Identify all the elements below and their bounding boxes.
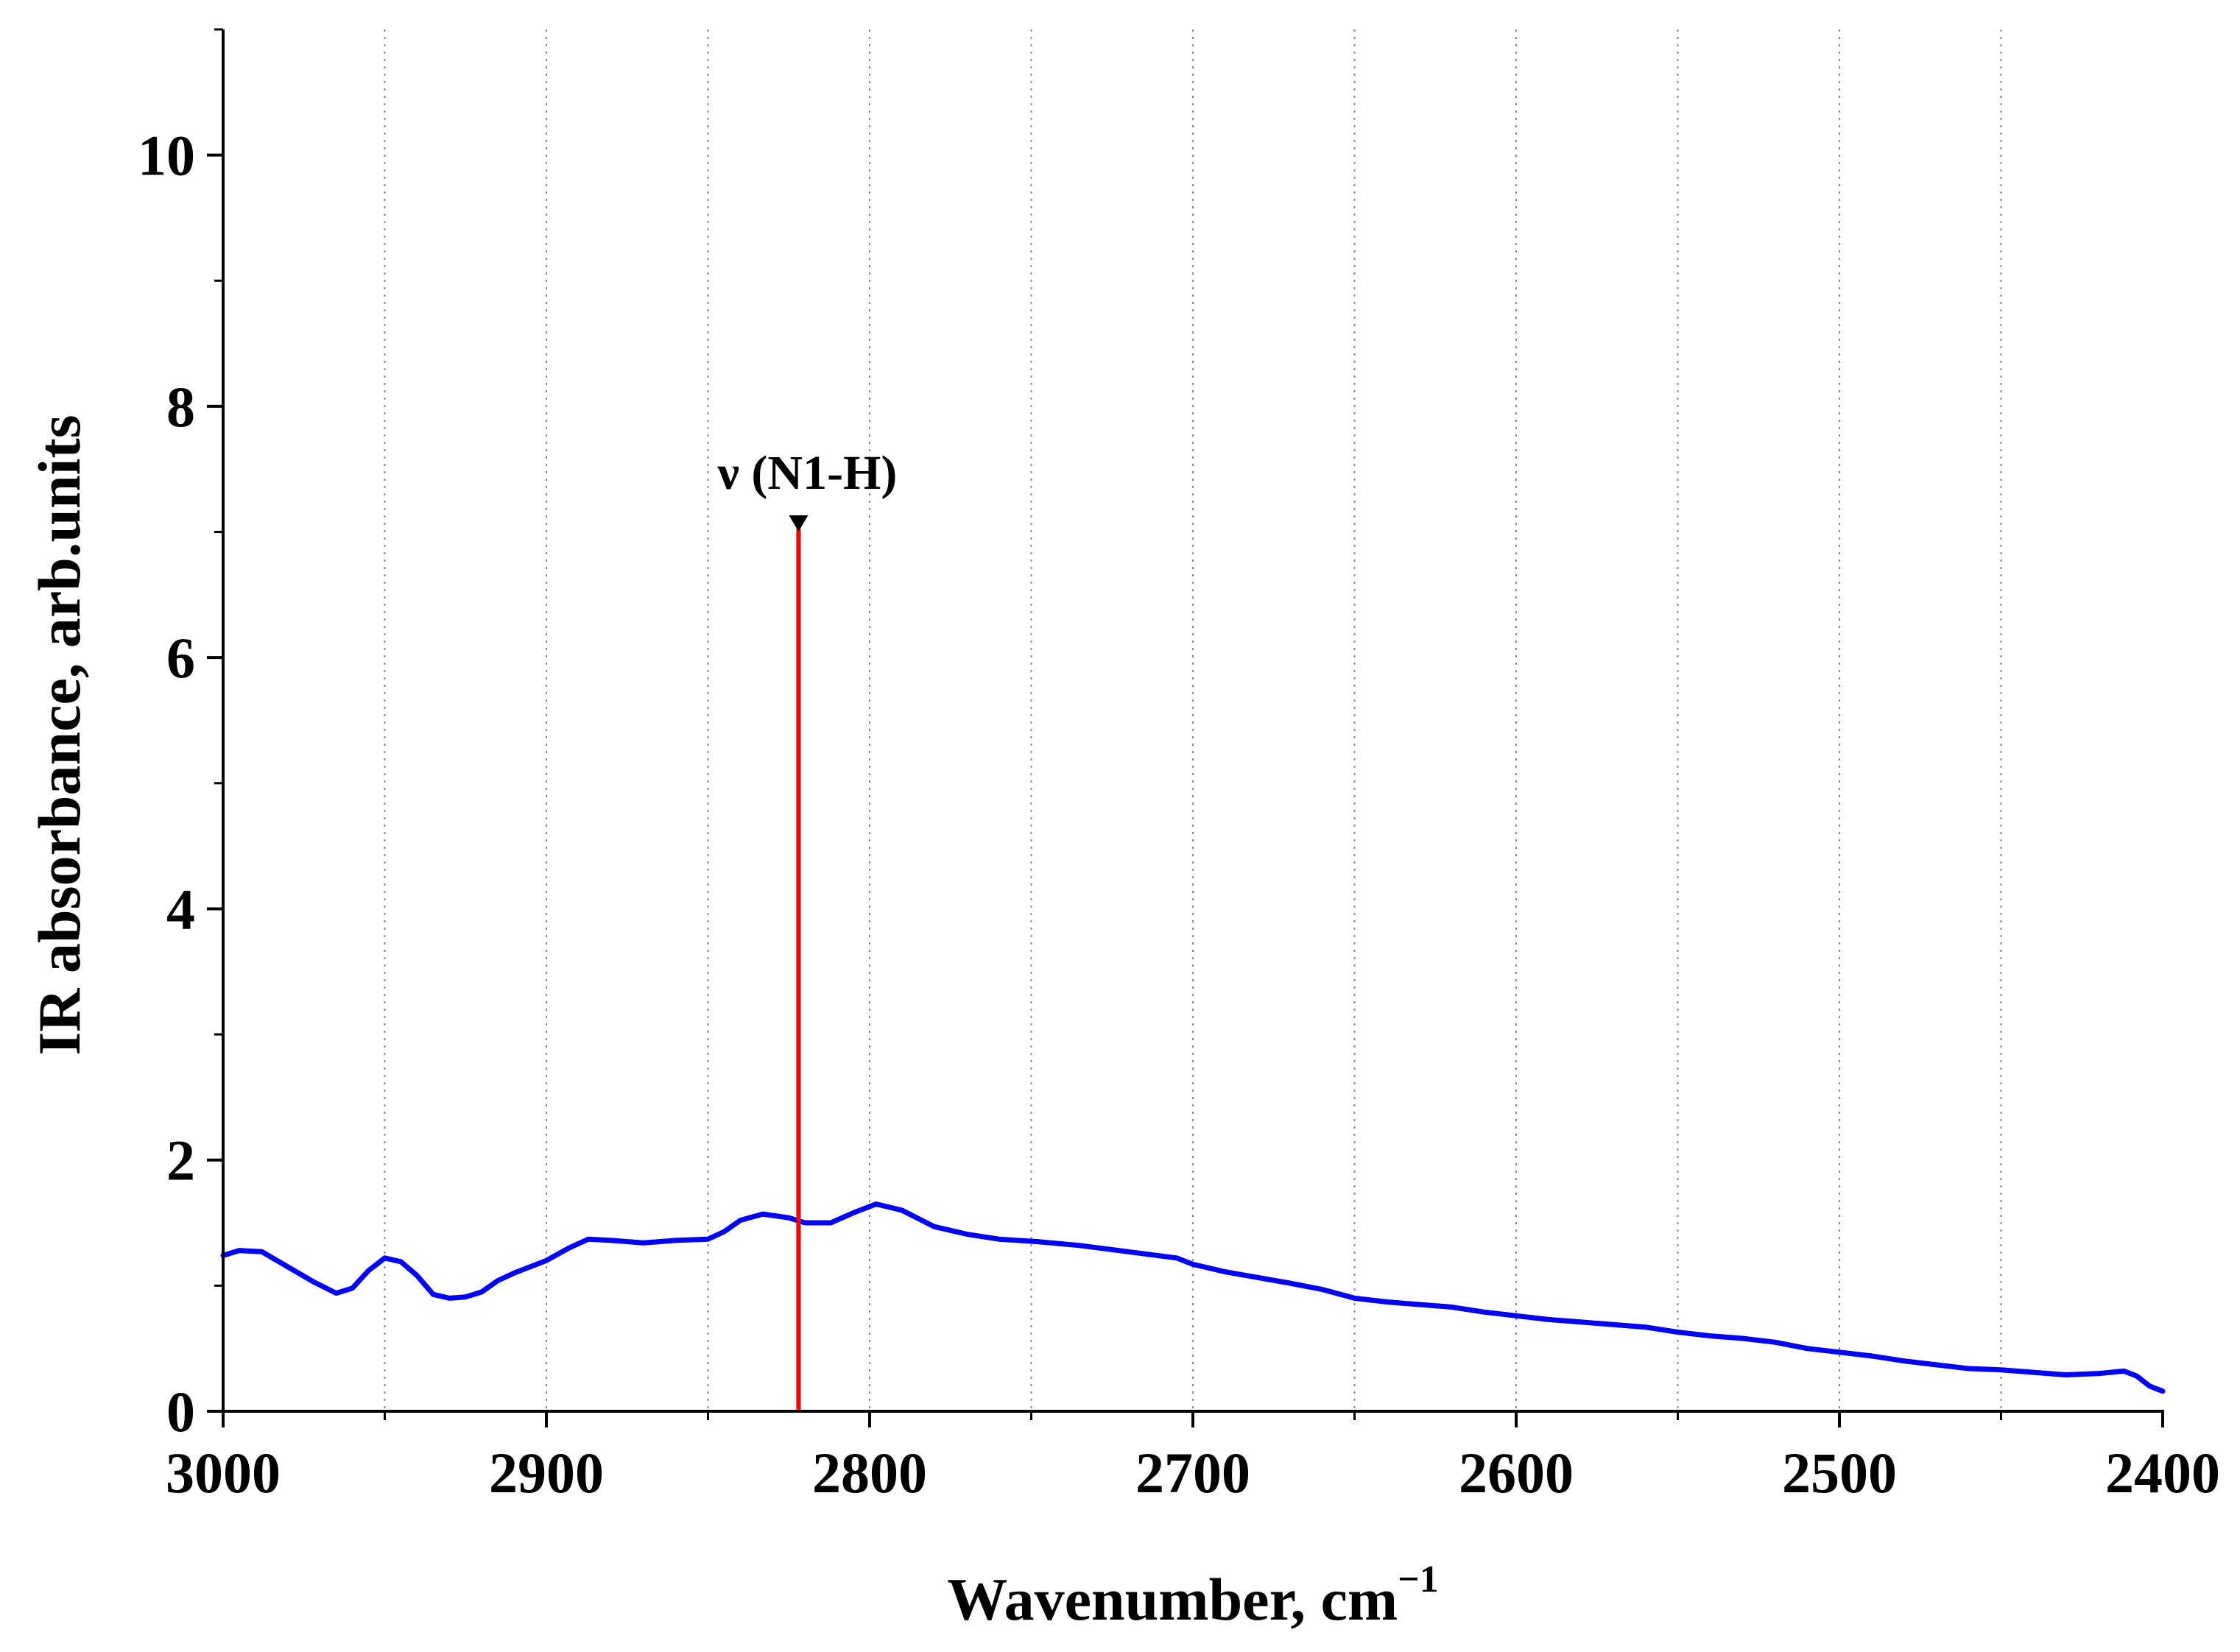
y-tick-label-4: 4 xyxy=(166,877,195,941)
x-tick-label-2500: 2500 xyxy=(1782,1441,1897,1505)
x-tick-label-2700: 2700 xyxy=(1135,1441,1250,1505)
y-tick-label-6: 6 xyxy=(166,626,195,690)
x-tick-label-2400: 2400 xyxy=(2105,1441,2220,1505)
x-tick-label-2900: 2900 xyxy=(489,1441,604,1505)
y-axis-title: IR absorbance, arb.units xyxy=(26,414,93,1055)
axes-layer xyxy=(207,28,2164,1427)
labels-layer: 0 2 4 6 8 10 3000 2900 2800 2700 2600 2500 2400 ν (N1… xyxy=(26,124,2220,1633)
grid-layer xyxy=(384,29,2002,1411)
y-tick-label-8: 8 xyxy=(166,375,195,439)
y-tick-label-10: 10 xyxy=(138,124,195,188)
x-axis-title-text: Wavenumber, cm xyxy=(947,1566,1398,1633)
x-tick-label-2600: 2600 xyxy=(1459,1441,1574,1505)
y-tick-label-0: 0 xyxy=(166,1380,195,1444)
series-line-0 xyxy=(220,1201,2166,1394)
x-axis-title: Wavenumber, cm−1 xyxy=(947,1559,1439,1633)
x-axis-title-superscript: −1 xyxy=(1398,1559,1439,1600)
x-tick-label-2800: 2800 xyxy=(812,1441,927,1505)
series-layer xyxy=(220,1201,2166,1394)
annotation-label-0: ν (N1-H) xyxy=(716,446,897,500)
annotation-layer xyxy=(789,515,809,1411)
x-tick-label-3000: 3000 xyxy=(166,1441,281,1505)
y-tick-label-2: 2 xyxy=(166,1129,195,1193)
annotation-marker-0 xyxy=(789,515,809,532)
